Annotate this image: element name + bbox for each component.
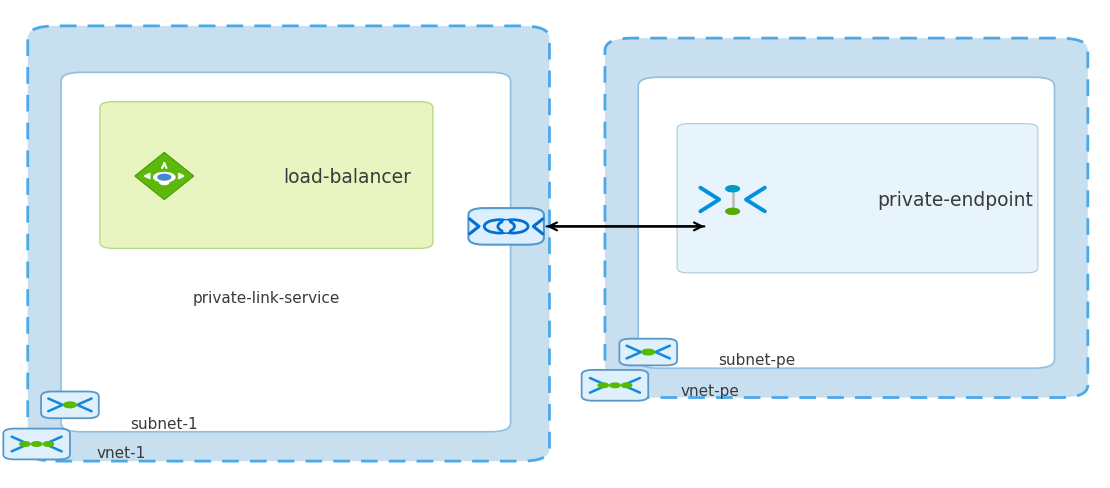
FancyBboxPatch shape: [100, 102, 433, 249]
FancyBboxPatch shape: [3, 429, 70, 460]
FancyBboxPatch shape: [638, 78, 1054, 368]
FancyBboxPatch shape: [503, 221, 509, 233]
FancyBboxPatch shape: [61, 73, 511, 432]
Circle shape: [160, 181, 169, 185]
FancyBboxPatch shape: [677, 124, 1038, 273]
Text: subnet-1: subnet-1: [130, 416, 198, 431]
Text: private-endpoint: private-endpoint: [877, 191, 1032, 209]
Polygon shape: [135, 153, 193, 200]
Circle shape: [153, 173, 175, 183]
Circle shape: [622, 383, 632, 388]
Circle shape: [63, 402, 77, 408]
FancyBboxPatch shape: [605, 39, 1088, 398]
Circle shape: [598, 383, 608, 388]
FancyBboxPatch shape: [41, 392, 99, 418]
FancyBboxPatch shape: [468, 209, 544, 245]
Circle shape: [642, 349, 655, 355]
Circle shape: [43, 442, 53, 447]
FancyBboxPatch shape: [582, 370, 648, 401]
Text: load-balancer: load-balancer: [283, 167, 411, 186]
Circle shape: [726, 209, 739, 215]
Circle shape: [20, 442, 30, 447]
Text: vnet-1: vnet-1: [97, 446, 145, 460]
Circle shape: [726, 186, 739, 192]
Text: subnet-pe: subnet-pe: [718, 353, 796, 367]
Circle shape: [31, 442, 42, 447]
Circle shape: [158, 175, 171, 181]
Circle shape: [609, 383, 620, 388]
FancyBboxPatch shape: [28, 27, 549, 461]
FancyBboxPatch shape: [619, 339, 677, 366]
Text: private-link-service: private-link-service: [193, 290, 340, 305]
Text: vnet-pe: vnet-pe: [680, 383, 739, 398]
